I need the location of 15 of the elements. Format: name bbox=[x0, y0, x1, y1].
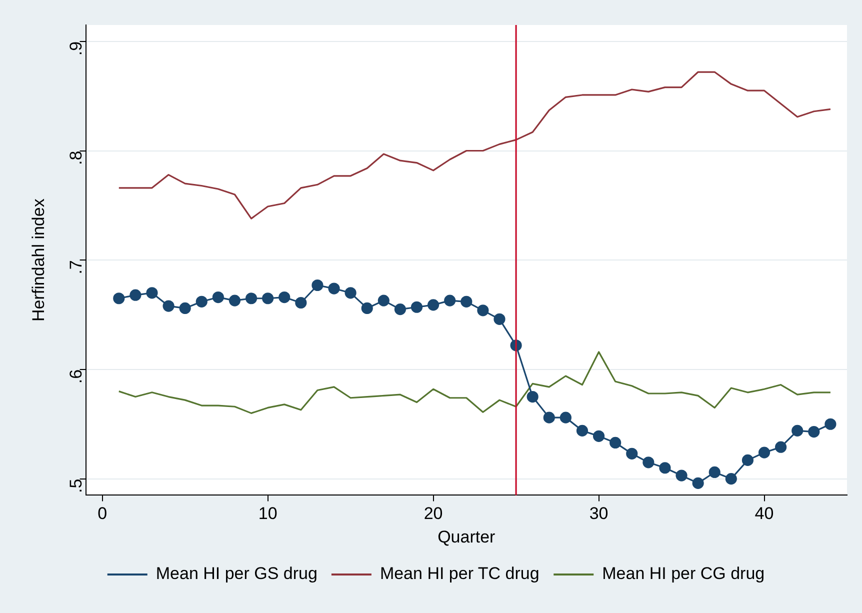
x-axis-title: Quarter bbox=[438, 527, 496, 546]
y-tick-label: .8 bbox=[66, 150, 86, 165]
legend-label: Mean HI per TC drug bbox=[380, 564, 540, 584]
y-axis-title: Herfindahl index bbox=[28, 198, 48, 322]
y-tick-label: .7 bbox=[66, 260, 86, 274]
y-tick-label: .9 bbox=[66, 41, 86, 56]
x-tick-label: 0 bbox=[98, 504, 108, 524]
legend-label: Mean HI per CG drug bbox=[602, 564, 765, 584]
x-tick-label: 40 bbox=[754, 504, 774, 524]
y-tick-label: .5 bbox=[66, 478, 86, 493]
x-tick-label: 10 bbox=[258, 504, 278, 524]
y-tick-label: .6 bbox=[66, 369, 86, 384]
x-tick-label: 20 bbox=[424, 504, 443, 524]
x-tick-label: 30 bbox=[589, 504, 608, 524]
legend-label: Mean HI per GS drug bbox=[156, 564, 318, 584]
